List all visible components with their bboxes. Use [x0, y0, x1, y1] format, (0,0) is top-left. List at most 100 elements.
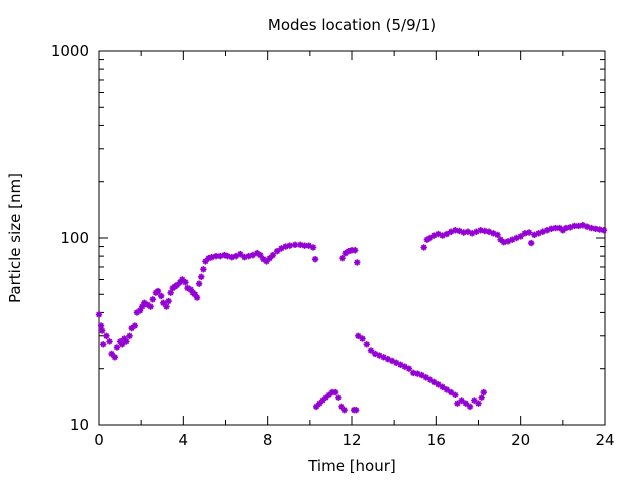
- y-axis-label: Particle size [nm]: [6, 173, 24, 303]
- data-point: [456, 227, 463, 235]
- data-point: [113, 344, 121, 351]
- data-point: [367, 347, 375, 354]
- data-point: [458, 397, 465, 404]
- data-point: [217, 252, 224, 260]
- data-point: [556, 224, 563, 232]
- axis-ticks: [98, 51, 606, 426]
- data-point: [133, 309, 141, 316]
- data-point: [494, 231, 501, 239]
- x-tick-label: 12: [342, 431, 361, 449]
- data-point: [468, 230, 476, 237]
- data-point: [322, 394, 329, 401]
- data-point: [535, 230, 542, 237]
- data-point: [478, 394, 485, 401]
- data-point: [422, 374, 429, 381]
- data-point: [431, 232, 438, 239]
- data-point: [397, 361, 404, 368]
- data-point: [241, 253, 248, 261]
- data-point: [305, 242, 312, 249]
- data-point: [548, 225, 555, 232]
- data-point: [371, 350, 379, 358]
- y-tick-label: 10: [70, 416, 89, 434]
- data-point: [160, 299, 167, 307]
- data-point: [359, 335, 366, 342]
- data-points: [95, 222, 608, 414]
- data-point: [481, 227, 489, 235]
- data-point: [473, 228, 480, 235]
- data-point: [447, 388, 455, 396]
- data-point: [128, 324, 135, 332]
- data-point: [435, 230, 442, 238]
- data-point: [123, 338, 130, 345]
- data-point: [167, 289, 174, 296]
- data-point: [179, 276, 186, 283]
- data-point: [245, 252, 252, 260]
- data-point: [325, 391, 333, 399]
- data-point: [588, 224, 595, 232]
- data-point: [401, 363, 408, 370]
- data-point: [376, 352, 383, 359]
- data-point: [335, 394, 342, 401]
- data-point: [282, 243, 289, 250]
- data-point: [575, 222, 582, 230]
- data-point: [543, 227, 551, 234]
- data-point: [149, 296, 156, 303]
- data-point: [205, 254, 212, 262]
- data-point: [539, 228, 547, 235]
- data-point: [439, 383, 446, 391]
- data-point: [184, 284, 191, 292]
- data-point: [466, 403, 474, 411]
- data-point: [521, 230, 529, 237]
- data-point: [504, 238, 512, 245]
- data-point: [388, 357, 396, 365]
- data-point: [273, 247, 281, 255]
- data-point: [339, 254, 346, 262]
- data-point: [131, 322, 139, 329]
- data-point: [559, 227, 567, 234]
- data-point: [136, 307, 144, 314]
- data-point: [141, 299, 148, 307]
- data-point: [98, 327, 106, 334]
- y-tick-label: 1000: [51, 42, 89, 60]
- data-point: [439, 232, 446, 239]
- data-point: [312, 403, 320, 411]
- data-point: [212, 252, 220, 260]
- data-point: [513, 234, 520, 242]
- data-point: [460, 229, 467, 236]
- data-point: [353, 406, 360, 414]
- data-point: [163, 303, 170, 310]
- data-point: [249, 251, 257, 259]
- data-point: [266, 254, 273, 262]
- data-point: [198, 273, 205, 281]
- data-point: [420, 244, 427, 251]
- data-point: [221, 251, 228, 259]
- data-point: [319, 397, 326, 404]
- data-point: [477, 227, 484, 234]
- chart-title: Modes location (5/9/1): [268, 16, 436, 34]
- x-tick-label: 0: [94, 431, 104, 449]
- data-point: [338, 403, 345, 411]
- data-point: [253, 249, 261, 257]
- data-point: [426, 376, 434, 383]
- data-point: [409, 369, 417, 377]
- data-point: [562, 224, 570, 232]
- data-point: [182, 279, 189, 286]
- data-point: [528, 239, 535, 247]
- x-tick-label: 4: [179, 431, 189, 449]
- y-tick-label: 100: [60, 229, 89, 247]
- data-point: [269, 251, 277, 259]
- data-point: [173, 281, 181, 289]
- data-point: [147, 303, 154, 310]
- x-tick-label: 16: [427, 431, 446, 449]
- data-point: [423, 236, 431, 243]
- data-point: [464, 228, 472, 235]
- data-point: [331, 388, 339, 396]
- data-point: [157, 292, 165, 300]
- data-point: [485, 228, 493, 235]
- data-point: [431, 378, 438, 386]
- data-point: [475, 400, 482, 407]
- data-point: [311, 256, 319, 263]
- data-point: [354, 259, 361, 266]
- data-point: [447, 228, 455, 235]
- data-point: [341, 406, 348, 414]
